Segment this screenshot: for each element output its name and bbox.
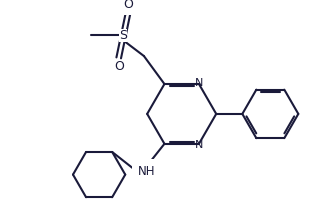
Text: N: N bbox=[195, 140, 203, 150]
Text: NH: NH bbox=[138, 165, 155, 178]
Text: N: N bbox=[195, 78, 203, 88]
Text: O: O bbox=[114, 60, 124, 73]
Text: O: O bbox=[123, 0, 133, 11]
Text: S: S bbox=[119, 29, 128, 42]
